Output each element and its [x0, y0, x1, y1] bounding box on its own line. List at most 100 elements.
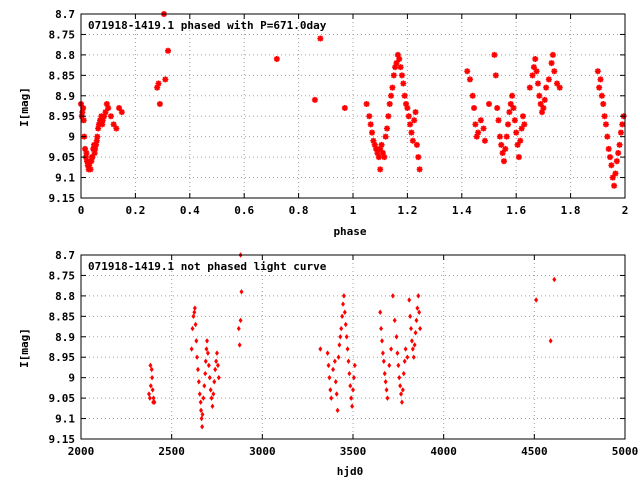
- data-point: [611, 182, 618, 189]
- data-point: [392, 64, 399, 71]
- data-point: [408, 129, 415, 136]
- data-point: [503, 133, 510, 140]
- unphased-y-axis-label: I[mag]: [18, 328, 31, 368]
- phased-x-tick-label: 2: [622, 204, 629, 217]
- data-point: [311, 96, 318, 103]
- phased-y-ticks: 8.7 8.75 8.8 8.85 8.9 8.95 9 9.05 9.1 9.15: [49, 8, 625, 205]
- data-point: [371, 141, 378, 148]
- data-point: [548, 338, 553, 344]
- phased-x-tick-label: 1.8: [561, 204, 581, 217]
- phased-y-tick-label: 8.8: [55, 49, 75, 62]
- data-point: [89, 154, 96, 161]
- data-point: [148, 383, 153, 389]
- data-point: [110, 121, 117, 128]
- data-point: [204, 346, 209, 352]
- data-point: [79, 109, 86, 116]
- data-point: [214, 358, 219, 365]
- data-point: [92, 141, 99, 148]
- data-point: [397, 374, 402, 381]
- data-point: [533, 68, 540, 75]
- data-point: [380, 338, 384, 344]
- data-point: [529, 72, 536, 79]
- data-point: [407, 297, 412, 303]
- data-point: [150, 387, 155, 393]
- data-point: [384, 125, 390, 132]
- data-point: [464, 68, 471, 75]
- data-point: [201, 395, 206, 401]
- data-point: [382, 133, 389, 140]
- unphased-y-tick-label: 9: [68, 372, 75, 385]
- data-point: [408, 313, 413, 320]
- data-point: [409, 325, 413, 332]
- data-point: [88, 158, 95, 165]
- phased-x-tick-label: 1.2: [397, 204, 417, 217]
- data-point: [416, 293, 421, 299]
- data-point: [105, 105, 112, 112]
- data-point: [83, 150, 90, 157]
- unphased-y-tick-label: 8.7: [55, 249, 75, 262]
- data-point: [373, 145, 380, 152]
- data-point: [498, 141, 505, 148]
- data-point: [405, 354, 410, 360]
- data-point: [148, 362, 153, 369]
- data-point: [273, 55, 280, 62]
- data-point: [382, 370, 387, 377]
- data-point: [216, 374, 221, 381]
- data-point: [471, 105, 478, 112]
- data-point: [195, 366, 200, 373]
- unphased-plot: 2000 2500 3000 3500 4000 4500 5000 8.78.758.88…: [18, 249, 638, 478]
- data-point: [237, 342, 242, 348]
- data-point: [415, 154, 422, 161]
- phased-y-tick-label: 9.15: [49, 192, 76, 205]
- unphased-y-ticks: 8.7 8.75 8.8 8.85 8.9 8.95 9 9.05 9.1 9.15: [49, 249, 625, 446]
- data-point: [475, 129, 482, 136]
- data-point: [332, 358, 337, 365]
- data-point: [409, 338, 414, 344]
- data-point: [325, 350, 330, 356]
- data-point: [411, 117, 418, 124]
- data-point: [403, 100, 410, 107]
- data-point: [390, 293, 395, 299]
- data-point: [347, 370, 352, 377]
- data-point: [491, 51, 498, 58]
- data-point: [413, 141, 420, 148]
- data-point: [195, 354, 200, 360]
- data-point: [200, 411, 205, 418]
- data-point: [339, 325, 344, 332]
- data-point: [149, 366, 154, 373]
- unphased-y-tick-label: 9.05: [49, 392, 76, 405]
- data-point: [196, 379, 201, 385]
- data-point: [551, 68, 558, 75]
- data-point: [416, 166, 423, 173]
- data-point: [197, 391, 202, 397]
- data-point: [154, 84, 161, 91]
- data-point: [341, 293, 346, 299]
- data-point: [517, 137, 524, 144]
- data-point: [418, 325, 423, 332]
- data-point: [409, 137, 416, 144]
- data-point: [548, 60, 555, 67]
- data-point: [404, 105, 411, 112]
- data-point: [499, 150, 506, 157]
- unphased-chart-title: 071918-1419.1 not phased light curve: [88, 260, 327, 273]
- data-point: [619, 121, 626, 128]
- data-point: [521, 121, 528, 128]
- data-point: [598, 92, 605, 99]
- data-point: [203, 358, 208, 365]
- data-point: [93, 137, 100, 144]
- data-point: [152, 399, 157, 405]
- data-point: [336, 354, 341, 360]
- data-point: [411, 354, 416, 360]
- data-point: [541, 96, 548, 103]
- data-point: [486, 100, 492, 107]
- unphased-x-tick-label: 3500: [340, 445, 367, 458]
- phased-x-tick-label: 1.4: [452, 204, 472, 217]
- data-point: [340, 313, 345, 320]
- data-point: [165, 47, 172, 54]
- data-point: [604, 133, 611, 140]
- data-point: [502, 145, 509, 152]
- unphased-x-axis-label: hjd0: [337, 465, 364, 478]
- data-point: [540, 105, 547, 112]
- data-point: [400, 80, 407, 87]
- data-point: [507, 100, 514, 107]
